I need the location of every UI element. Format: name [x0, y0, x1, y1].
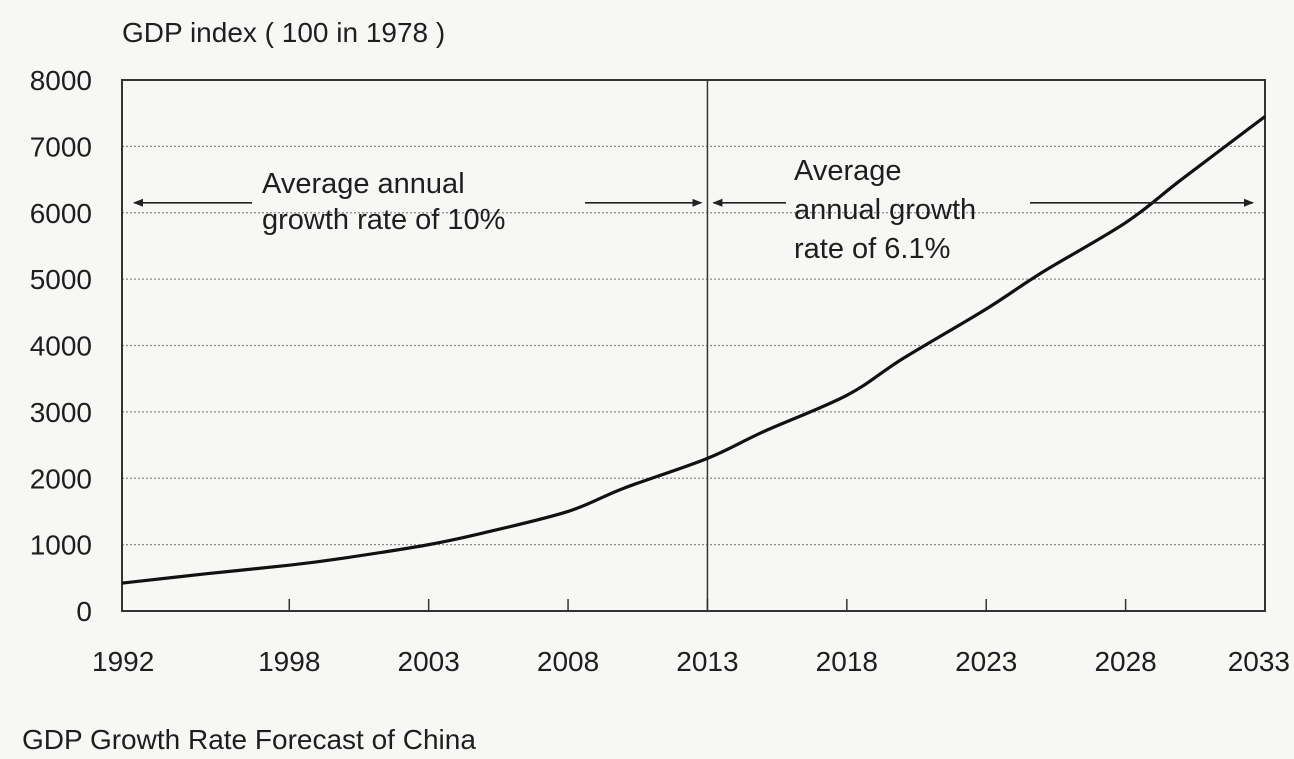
- y-tick-label-6000: 6000: [30, 198, 92, 229]
- annotation-1-line-1: Average annual: [262, 168, 465, 200]
- y-tick-label-3000: 3000: [30, 397, 92, 428]
- x-tick-label-2023: 2023: [955, 646, 1017, 677]
- x-tick-label-2008: 2008: [537, 646, 599, 677]
- plot-frame: [121, 79, 1266, 612]
- x-tick-label-2028: 2028: [1094, 646, 1156, 677]
- x-tick-label-2013: 2013: [676, 646, 738, 677]
- annotation-2-line-2: annual growth: [794, 194, 976, 226]
- y-tick-label-7000: 7000: [30, 131, 92, 162]
- y-tick-label-1000: 1000: [30, 530, 92, 561]
- gridlines: [122, 145, 1265, 546]
- annotation-2-line-1: Average: [794, 155, 902, 187]
- y-tick-label-0: 0: [76, 596, 92, 627]
- annotations: Average annual growth rate of 10% Average a…: [133, 155, 1254, 265]
- y-axis-labels: 0 1000 2000 3000 4000 5000 6000 7000 8000: [30, 65, 92, 627]
- x-tick-label-2003: 2003: [398, 646, 460, 677]
- y-axis-title: GDP index ( 100 in 1978 ): [122, 17, 445, 48]
- gdp-index-series-line: [121, 115, 1266, 585]
- annotation-1-line-2: growth rate of 10%: [262, 204, 505, 236]
- y-tick-label-4000: 4000: [30, 331, 92, 362]
- x-tick-label-1992: 1992: [92, 646, 154, 677]
- y-tick-label-2000: 2000: [30, 463, 92, 494]
- x-axis-labels: 1992 1998 2003 2008 2013 2018 2023 2028 2033: [92, 646, 1290, 677]
- chart-title: GDP Growth Rate Forecast of China: [22, 724, 476, 755]
- y-tick-label-5000: 5000: [30, 264, 92, 295]
- annotation-2-line-3: rate of 6.1%: [794, 233, 950, 265]
- x-tick-label-1998: 1998: [258, 646, 320, 677]
- x-tick-label-2018: 2018: [816, 646, 878, 677]
- x-axis-ticks: [288, 599, 1127, 611]
- x-tick-label-2033: 2033: [1228, 646, 1290, 677]
- y-tick-label-8000: 8000: [30, 65, 92, 96]
